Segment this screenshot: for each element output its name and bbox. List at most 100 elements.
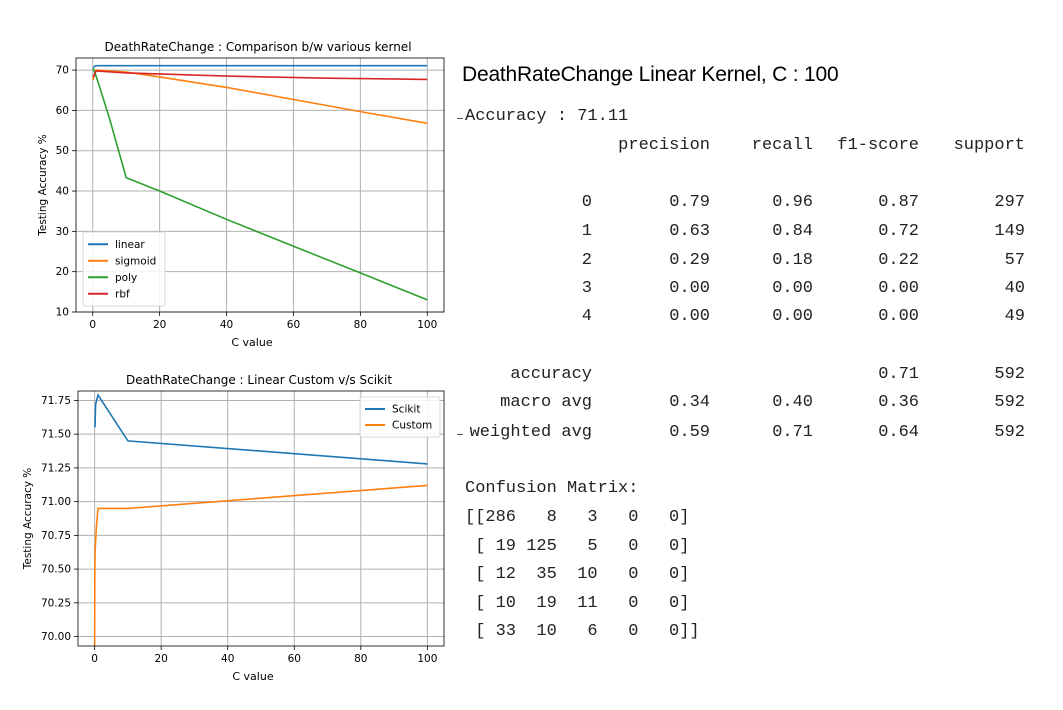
legend-box [359,396,441,438]
header-recall: recall [751,136,813,155]
support-cell: 57 [1004,251,1025,270]
class-label: 3 [581,279,592,298]
x-tick-label: 80 [354,319,367,331]
support-cell: 40 [1004,279,1025,298]
confusion-matrix-row: [ 10 19 11 0 0] [465,593,690,613]
x-tick-label: 40 [221,653,234,665]
series-line-custom [93,484,428,647]
custom-vs-scikit-chart: 0 20 40 60 80 100 70.00 70.25 70.50 70.75 71.00 71.… [22,373,445,683]
x-axis-label: C value [231,336,272,349]
precision-cell: 0.00 [669,307,710,326]
class-label: 4 [581,307,592,326]
recall-cell: 0.40 [772,393,813,412]
header-f1-score: f1-score [837,136,919,155]
y-tick-label: 30 [56,226,69,238]
y-tick-label: 71.25 [41,462,71,474]
confusion-matrix-row: [[286 8 3 0 0] [465,508,690,527]
x-tick-label: 20 [154,653,167,665]
summary-label: macro avg [500,393,592,412]
y-tick-label: 20 [56,266,69,278]
y-tick-label: 70.00 [41,631,71,643]
x-tick-label: 40 [220,319,233,331]
support-cell: 592 [994,423,1025,442]
y-axis-label: Testing Accuracy % [37,134,49,237]
legend-label: poly [115,272,137,284]
support-cell: 149 [994,222,1025,241]
x-tick-label: 0 [89,319,96,331]
legend-label: rbf [115,288,130,300]
x-tick-label: 80 [354,653,367,665]
report-title: DeathRateChange Linear Kernel, C : 100 [462,63,839,86]
precision-cell: 0.34 [669,393,710,412]
chart-title: DeathRateChange : Linear Custom v/s Scik… [126,373,392,387]
legend-label: sigmoid [115,255,156,267]
y-tick-label: 70.75 [41,530,71,542]
accuracy-line: Accuracy : 71.11 [457,107,629,126]
classification-report: DeathRateChange Linear Kernel, C : 100 A… [455,0,1063,710]
y-tick-label: 70.50 [41,564,71,576]
summary-label: weighted avg [469,423,592,442]
recall-cell: 0.18 [772,251,813,270]
f1-score-cell: 0.00 [878,279,919,298]
y-tick-label: 70 [56,65,69,77]
header-precision: precision [618,136,710,155]
confusion-matrix-title: Confusion Matrix: [465,479,639,498]
x-tick-label: 60 [287,319,300,331]
chart-title: DeathRateChange : Comparison b/w various… [104,40,411,54]
accuracy-text: Accuracy : 71.11 [465,107,629,126]
series-line-scikit [94,393,428,465]
bullet-mark [457,434,463,435]
precision-cell: 0.63 [669,222,710,241]
support-cell: 592 [994,365,1025,384]
precision-cell: 0.00 [669,279,710,298]
summary-label: accuracy [510,365,592,384]
class-label: 1 [581,222,592,241]
x-tick-label: 100 [417,319,437,331]
header-support: support [953,136,1025,155]
confusion-matrix-row: [ 19 125 5 0 0] [465,536,690,556]
bullet-mark [457,118,463,119]
f1-score-cell: 0.64 [878,423,919,442]
confusion-matrix-row: [ 33 10 6 0 0]] [465,622,700,641]
series-line-poly [92,67,428,301]
plot-frame [77,390,445,647]
legend-label: Custom [392,420,432,432]
f1-score-cell: 0.72 [878,222,919,241]
y-tick-label: 71.75 [41,395,71,407]
y-axis-label: Testing Accuracy % [22,468,34,571]
x-axis-label: C value [232,670,273,683]
f1-score-cell: 0.71 [878,365,919,384]
support-cell: 592 [994,393,1025,412]
class-label: 2 [581,251,592,270]
f1-score-cell: 0.87 [878,193,919,212]
y-tick-label: 10 [56,307,69,319]
support-cell: 49 [1004,307,1025,326]
f1-score-cell: 0.36 [878,393,919,412]
class-label: 0 [581,193,592,212]
f1-score-cell: 0.22 [878,251,919,270]
y-tick-label: 71.50 [41,429,71,441]
recall-cell: 0.00 [772,279,813,298]
y-tick-label: 50 [56,145,69,157]
y-tick-label: 71.00 [41,496,71,508]
y-tick-label: 60 [56,105,69,117]
x-tick-label: 20 [153,319,166,331]
legend-label: linear [115,239,145,251]
legend-label: Scikit [392,404,420,416]
precision-cell: 0.79 [669,193,710,212]
precision-cell: 0.29 [669,251,710,270]
precision-cell: 0.59 [669,423,710,442]
confusion-matrix-row: [ 12 35 10 0 0] [465,565,690,584]
x-tick-label: 60 [288,653,301,665]
y-tick-label: 70.25 [41,597,71,609]
y-tick-label: 40 [56,186,69,198]
legend-box [82,231,166,307]
series-line-rbf [92,70,428,81]
plot-frame [75,57,445,313]
recall-cell: 0.96 [772,193,813,212]
x-tick-label: 0 [91,653,98,665]
x-tick-label: 100 [417,653,437,665]
support-cell: 297 [994,193,1025,212]
recall-cell: 0.71 [772,423,813,442]
kernel-comparison-chart: 0 20 40 60 80 100 10 20 30 40 50 60 70 DeathRateChang… [37,40,445,349]
